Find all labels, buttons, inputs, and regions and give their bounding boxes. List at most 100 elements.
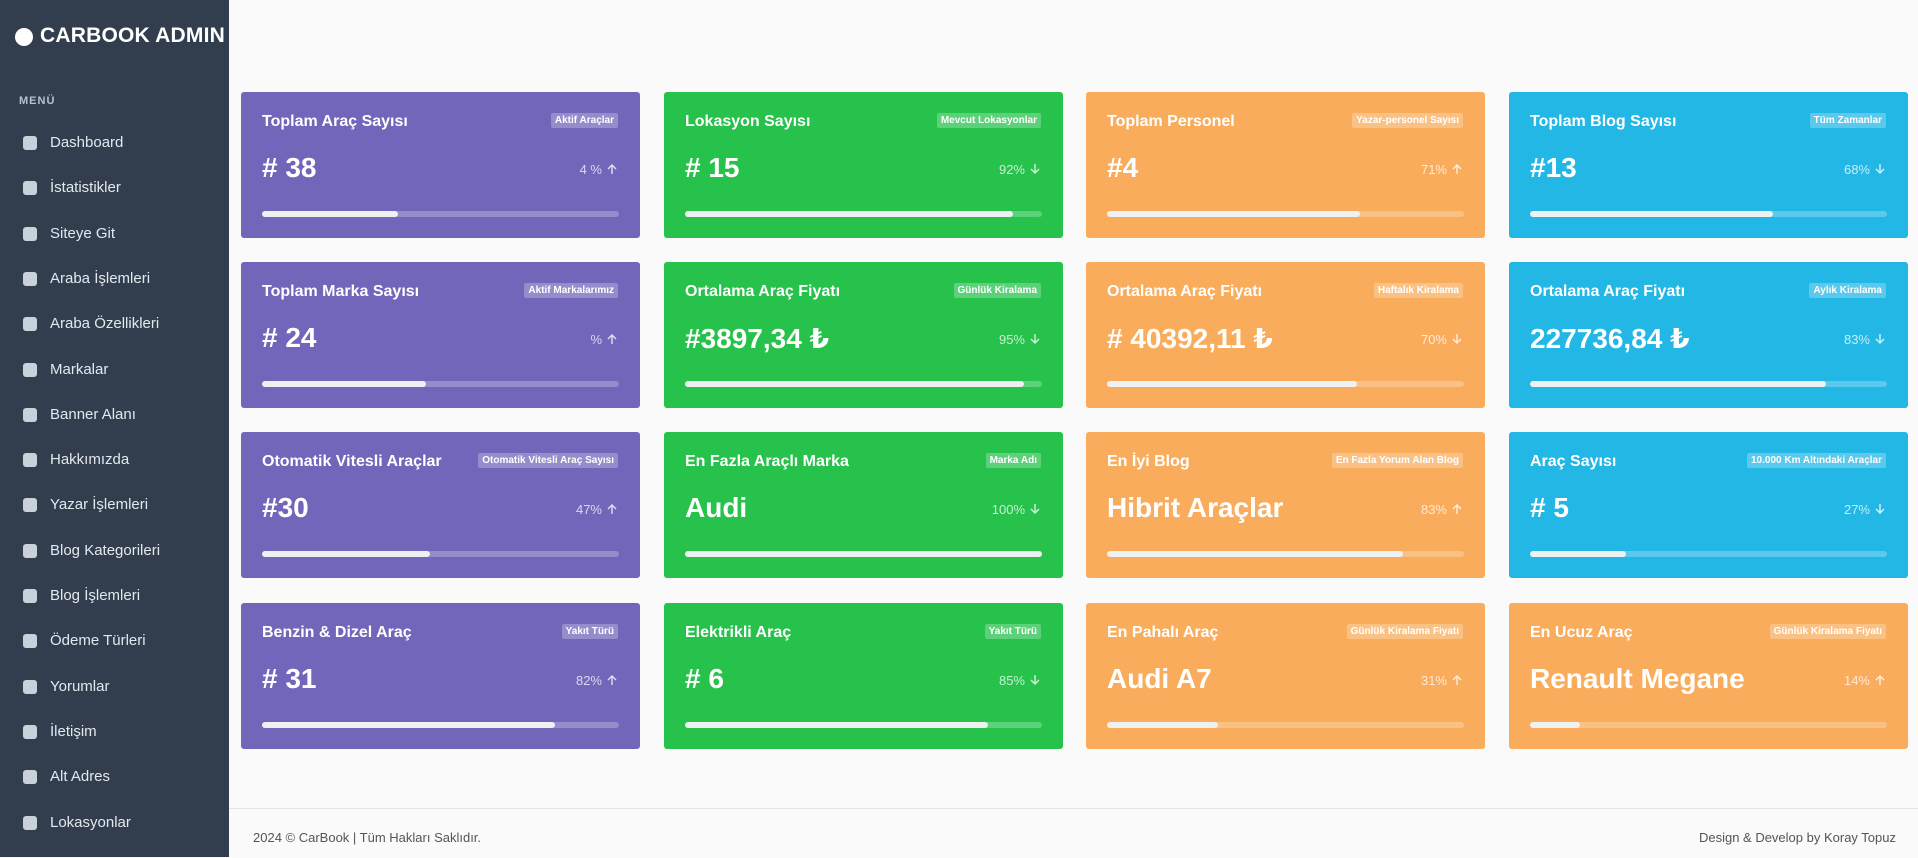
- menu-icon: [23, 679, 37, 694]
- card-title: Ortalama Araç Fiyatı: [1530, 283, 1686, 300]
- card-value: # 6: [685, 663, 724, 694]
- menu-text[interactable]: Araba İşlemleri: [50, 269, 151, 287]
- card-title: Toplam Blog Sayısı: [1530, 113, 1677, 130]
- progress-fill: [1530, 211, 1773, 217]
- menu-text[interactable]: Yazar İşlemleri: [50, 496, 149, 514]
- sidebar: CARBOOK ADMIN MENÜ Dashboard İstatistikle…: [0, 0, 229, 857]
- card-change: 47%: [575, 502, 602, 517]
- menu-text[interactable]: Araba Özellikleri: [50, 315, 160, 333]
- progress-track: [1107, 722, 1464, 728]
- menu-icon: [23, 634, 37, 649]
- menu-icon: [23, 453, 37, 468]
- menu-item[interactable]: Yazar İşlemleri: [0, 485, 229, 525]
- menu-text[interactable]: Hakkımızda: [50, 451, 130, 469]
- menu-item[interactable]: Markalar: [0, 350, 229, 390]
- card-value: # 40392,11 ₺: [1107, 323, 1273, 354]
- progress-fill: [1530, 381, 1827, 387]
- menu-item[interactable]: İstatistikler: [0, 168, 229, 208]
- card-change: 100%: [991, 502, 1025, 517]
- trend-arrow: [1030, 334, 1040, 344]
- menu-item[interactable]: Dashboard: [0, 123, 229, 163]
- stat-card: Ortalama Araç Fiyatı Günlük Kiralama #3897…: [664, 262, 1063, 408]
- stat-card: En Pahalı Araç Günlük Kiralama Fiyatı Audi…: [1086, 603, 1485, 749]
- trend-arrow: [1030, 164, 1040, 174]
- brand[interactable]: CARBOOK ADMIN: [40, 24, 225, 47]
- progress-track: [1107, 381, 1464, 387]
- menu-text[interactable]: Blog Kategorileri: [50, 541, 161, 559]
- card-change: 85%: [998, 673, 1025, 688]
- menu-item[interactable]: Araba Özellikleri: [0, 304, 229, 344]
- card-badge: 10.000 Km Altındaki Araçlar: [1747, 453, 1886, 468]
- menu-icon: [23, 815, 37, 830]
- progress-track: [1530, 722, 1887, 728]
- card-value: #4: [1107, 152, 1139, 183]
- menu-icon: [23, 770, 37, 785]
- card-badge: Marka Adı: [985, 453, 1041, 468]
- stat-card: En İyi Blog En Fazla Yorum Alan Blog Hibri…: [1086, 432, 1485, 578]
- stat-card: Otomatik Vitesli Araçlar Otomatik Vitesli…: [241, 432, 640, 578]
- menu-item[interactable]: Yorumlar: [0, 667, 229, 707]
- menu-icon: [23, 543, 37, 558]
- menu-text[interactable]: Yorumlar: [50, 677, 110, 695]
- menu-text[interactable]: Blog İşlemleri: [50, 587, 141, 604]
- menu-text[interactable]: Markalar: [50, 360, 109, 378]
- card-badge: Aylık Kiralama: [1809, 283, 1886, 298]
- arrow-path: [607, 334, 617, 344]
- arrow-path: [1875, 334, 1885, 344]
- card-badge: Yazar-personel Sayısı: [1352, 113, 1463, 128]
- card-badge: Otomatik Vitesli Araç Sayısı: [478, 453, 618, 468]
- menu-item[interactable]: Blog Kategorileri: [0, 531, 229, 571]
- menu-item[interactable]: Siteye Git: [0, 214, 229, 254]
- progress-fill: [262, 381, 427, 387]
- menu-item[interactable]: Lokasyonlar: [0, 803, 229, 843]
- arrow-path: [1030, 504, 1040, 514]
- progress-fill: [1107, 722, 1218, 728]
- menu-text[interactable]: Dashboard: [50, 134, 124, 151]
- menu-text[interactable]: Banner Alanı: [50, 405, 136, 423]
- arrow-path: [1030, 675, 1040, 685]
- menu-item[interactable]: Blog İşlemleri: [0, 576, 229, 616]
- card-badge: Günlük Kiralama: [953, 283, 1041, 298]
- trend-arrow: [1875, 334, 1885, 344]
- menu-icon: [23, 181, 37, 196]
- trend-arrow: [607, 164, 617, 174]
- card-value: # 24: [262, 322, 317, 353]
- card-change: 68%: [1843, 162, 1870, 177]
- menu-text[interactable]: Siteye Git: [50, 224, 116, 242]
- menu-item[interactable]: Araba İşlemleri: [0, 259, 229, 299]
- progress-track: [262, 381, 619, 387]
- card-title: Lokasyon Sayısı: [685, 113, 811, 130]
- card-value: # 38: [262, 152, 317, 183]
- trend-arrow: [1452, 675, 1462, 685]
- arrow-path: [607, 164, 617, 174]
- menu-text[interactable]: İletişim: [50, 722, 97, 740]
- card-change: 83%: [1843, 332, 1870, 347]
- card-value: Hibrit Araçlar: [1107, 492, 1284, 523]
- menu-text[interactable]: Lokasyonlar: [50, 813, 131, 831]
- card-value: Audi A7: [1107, 663, 1212, 694]
- menu-icon: [23, 362, 37, 377]
- card-value: # 31: [262, 663, 317, 694]
- card-change: 27%: [1843, 502, 1870, 517]
- menu-item[interactable]: Alt Adres: [0, 757, 229, 797]
- progress-fill: [1530, 722, 1580, 728]
- progress-fill: [1107, 211, 1361, 217]
- menu-icon: [23, 407, 37, 422]
- menu-item[interactable]: Banner Alanı: [0, 395, 229, 435]
- arrow-path: [1875, 504, 1885, 514]
- menu-item[interactable]: Hakkımızda: [0, 440, 229, 480]
- card-change: 14%: [1843, 673, 1870, 688]
- menu-item[interactable]: Ödeme Türleri: [0, 621, 229, 661]
- arrow-path: [1452, 675, 1462, 685]
- progress-fill: [262, 211, 398, 217]
- card-badge: Yakıt Türü: [984, 624, 1041, 639]
- card-badge: Haftalık Kiralama: [1373, 283, 1463, 298]
- menu-item[interactable]: İletişim: [0, 712, 229, 752]
- progress-fill: [1107, 381, 1357, 387]
- card-value: # 15: [685, 152, 740, 183]
- arrow-path: [1030, 164, 1040, 174]
- arrow-path: [1452, 164, 1462, 174]
- menu-text[interactable]: Alt Adres: [50, 768, 111, 786]
- menu-text[interactable]: İstatistikler: [50, 179, 121, 197]
- menu-text[interactable]: Ödeme Türleri: [50, 632, 146, 650]
